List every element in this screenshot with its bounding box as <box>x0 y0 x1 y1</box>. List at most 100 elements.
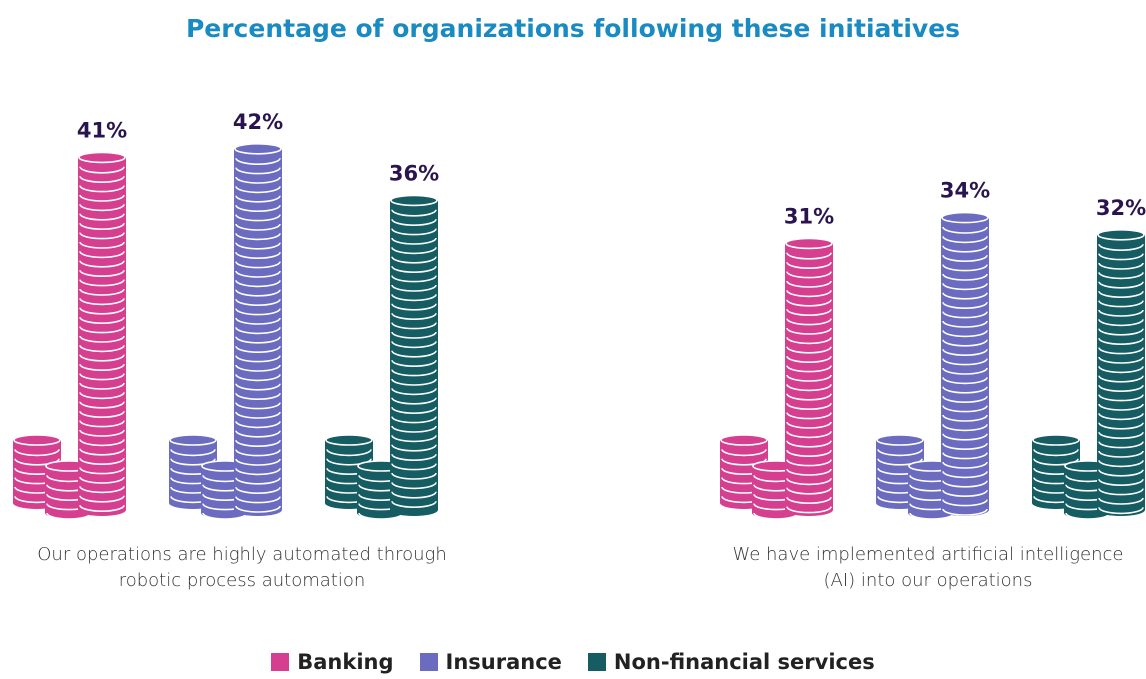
coin-top <box>785 237 833 250</box>
coin-body <box>785 243 833 510</box>
coin-edge <box>786 299 832 307</box>
decor-stack <box>1032 434 1112 520</box>
coin-edge <box>786 365 832 373</box>
coin-edge <box>79 232 125 240</box>
coin-edge <box>235 327 281 335</box>
coin-edge <box>79 373 125 381</box>
coin-edge <box>79 260 125 268</box>
coin-edge <box>391 369 437 377</box>
coin-edge <box>79 448 125 456</box>
legend-item: Banking <box>271 650 394 674</box>
coin-edge <box>391 416 437 424</box>
coin-edge <box>391 218 437 226</box>
coin-edge <box>1098 347 1144 355</box>
coin-edge <box>942 283 988 291</box>
coin-edge <box>235 449 281 457</box>
coin-edge <box>1098 281 1144 289</box>
category-label: We have implemented artificial intellige… <box>732 544 1124 591</box>
coin-edge <box>786 337 832 345</box>
coin-edge <box>235 421 281 429</box>
coin-edge <box>942 273 988 281</box>
coin-edge <box>942 471 988 479</box>
coin-edge <box>942 452 988 460</box>
coin-edge <box>1033 449 1079 457</box>
coin-body <box>78 157 126 510</box>
coin-edge <box>235 261 281 269</box>
coin-edge <box>79 288 125 296</box>
legend-label: Insurance <box>445 650 562 674</box>
coin-bottom <box>234 504 282 516</box>
coin-edge <box>79 354 125 362</box>
coin-edge <box>1098 450 1144 458</box>
coin-edge <box>1098 441 1144 449</box>
coin-edge <box>79 326 125 334</box>
coin-edge <box>786 440 832 448</box>
coin-edge <box>79 486 125 494</box>
coin-edge <box>786 327 832 335</box>
coin-edge <box>786 393 832 401</box>
coin-edge <box>1098 253 1144 261</box>
bar <box>78 151 126 516</box>
coin-edge <box>786 355 832 363</box>
coin-edge <box>1098 413 1144 421</box>
coin-body <box>941 217 989 510</box>
coin-edge <box>786 308 832 316</box>
coin-edge <box>942 386 988 394</box>
coin-edge <box>1098 243 1144 251</box>
coin-edge <box>391 425 437 433</box>
coin-edge <box>942 311 988 319</box>
coin-edge <box>942 245 988 253</box>
coin-edge <box>942 405 988 413</box>
coin-top <box>1032 434 1080 446</box>
coin-edge <box>235 336 281 344</box>
legend-swatch <box>419 653 438 671</box>
coin-edge <box>942 489 988 497</box>
coin-edge <box>942 367 988 375</box>
coin-edge <box>79 185 125 193</box>
coin-edge <box>235 477 281 485</box>
coin-edge <box>1098 290 1144 298</box>
coin-edge <box>79 298 125 306</box>
coin-edge <box>1098 272 1144 280</box>
coin-edge <box>1098 319 1144 327</box>
coin-edge <box>1098 488 1144 496</box>
coin-edge <box>1098 384 1144 392</box>
coin-edge <box>235 280 281 288</box>
coin-edge <box>1098 469 1144 477</box>
coin-edge <box>1098 366 1144 374</box>
coin-edge <box>786 478 832 486</box>
coin-edge <box>942 330 988 338</box>
coin-edge <box>235 411 281 419</box>
coin-bottom <box>78 504 126 516</box>
coin-top <box>13 434 61 446</box>
coin-edge <box>753 512 799 520</box>
coin-edge <box>942 292 988 300</box>
legend-label: Banking <box>297 650 394 674</box>
coin-edge <box>79 166 125 174</box>
coin-edge <box>235 270 281 278</box>
coin-edge <box>79 401 125 409</box>
coin-edge <box>235 195 281 203</box>
coin-edge <box>391 388 437 396</box>
coin-top <box>941 211 989 224</box>
coin-edge <box>235 298 281 306</box>
coin-edge <box>235 251 281 259</box>
coin-top <box>325 434 373 446</box>
coin-edge <box>79 251 125 259</box>
coin-edge <box>942 301 988 309</box>
coin-edge <box>235 402 281 410</box>
coin-edge <box>79 420 125 428</box>
coin-edge <box>942 348 988 356</box>
coin-edge <box>391 453 437 461</box>
coin-edge <box>786 252 832 260</box>
coin-edge <box>79 316 125 324</box>
coin-edge <box>391 284 437 292</box>
coin-edge <box>235 486 281 494</box>
coin-edge <box>391 303 437 311</box>
legend-label: Non-financial services <box>613 650 875 674</box>
coin-edge <box>391 397 437 405</box>
coin-edge <box>235 468 281 476</box>
coin-edge <box>79 213 125 221</box>
coin-edge <box>79 382 125 390</box>
coin-top <box>169 434 217 446</box>
